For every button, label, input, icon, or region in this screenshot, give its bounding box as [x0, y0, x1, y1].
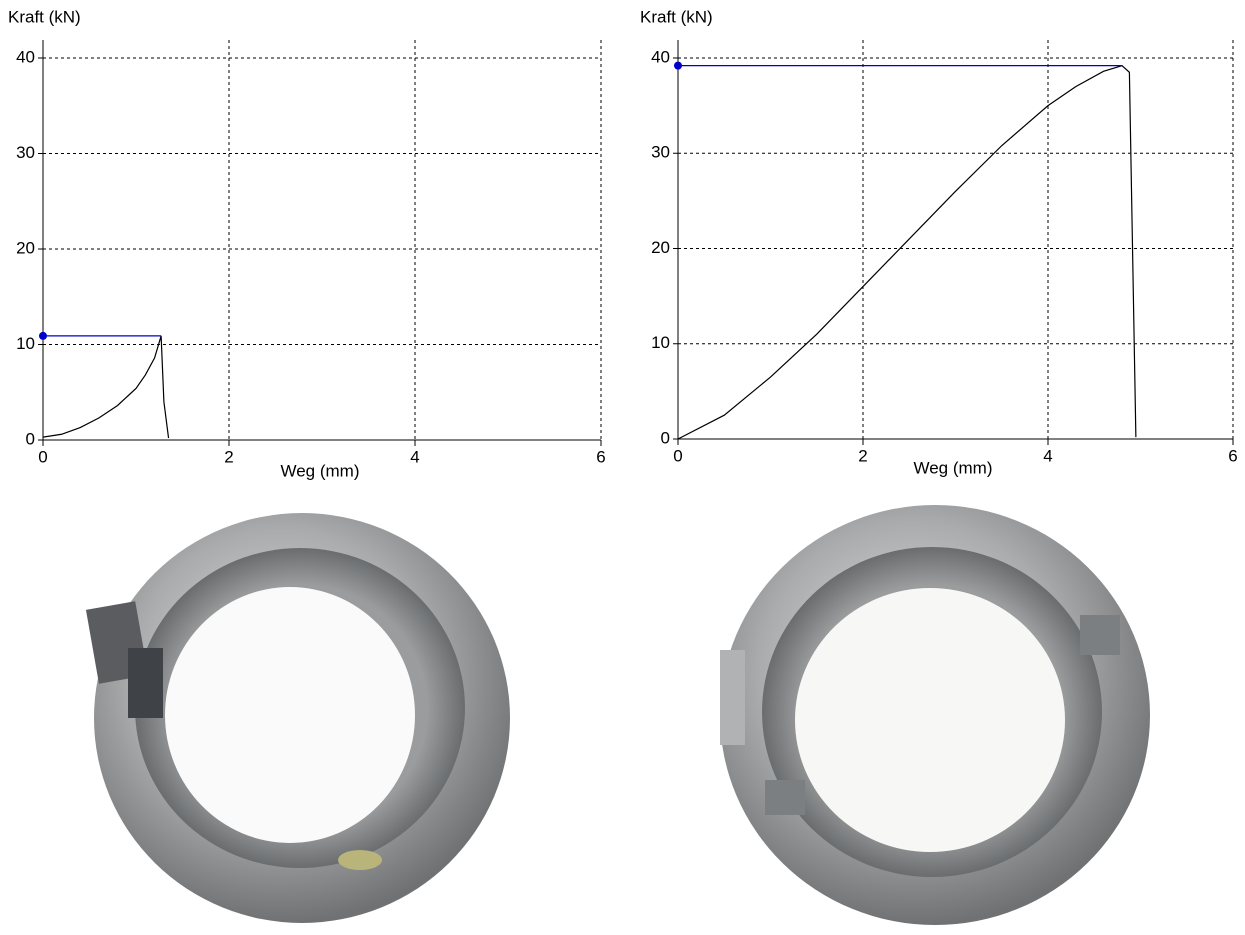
y-axis-label: Kraft (kN) [8, 7, 81, 26]
y-tick-label: 20 [16, 238, 35, 257]
x-tick-label: 2 [858, 446, 867, 465]
y-tick-label: 0 [26, 429, 35, 448]
y-axis-label: Kraft (kN) [640, 7, 713, 26]
y-tick-label: 20 [651, 238, 670, 257]
x-tick-label: 0 [38, 447, 47, 466]
x-tick-label: 0 [673, 446, 682, 465]
x-tick-label: 4 [410, 447, 419, 466]
peak-marker [39, 331, 47, 340]
x-axis-label: Weg (mm) [280, 461, 359, 480]
y-tick-label: 30 [651, 143, 670, 162]
x-tick-label: 4 [1043, 446, 1052, 465]
y-tick-label: 40 [16, 47, 35, 66]
peak-marker [674, 61, 682, 70]
y-tick-label: 10 [651, 333, 670, 352]
photo-intact-ring [720, 505, 1150, 925]
y-tick-label: 40 [651, 47, 670, 66]
y-tick-label: 0 [661, 428, 670, 447]
y-tick-label: 10 [16, 334, 35, 353]
x-tick-label: 6 [1228, 446, 1237, 465]
photo-broken-ring [85, 513, 510, 923]
x-axis-label: Weg (mm) [913, 458, 992, 477]
data-line [42, 335, 170, 439]
data-line [677, 64, 1137, 440]
y-tick-label: 30 [16, 143, 35, 162]
x-tick-label: 6 [596, 447, 605, 466]
x-tick-label: 2 [224, 447, 233, 466]
